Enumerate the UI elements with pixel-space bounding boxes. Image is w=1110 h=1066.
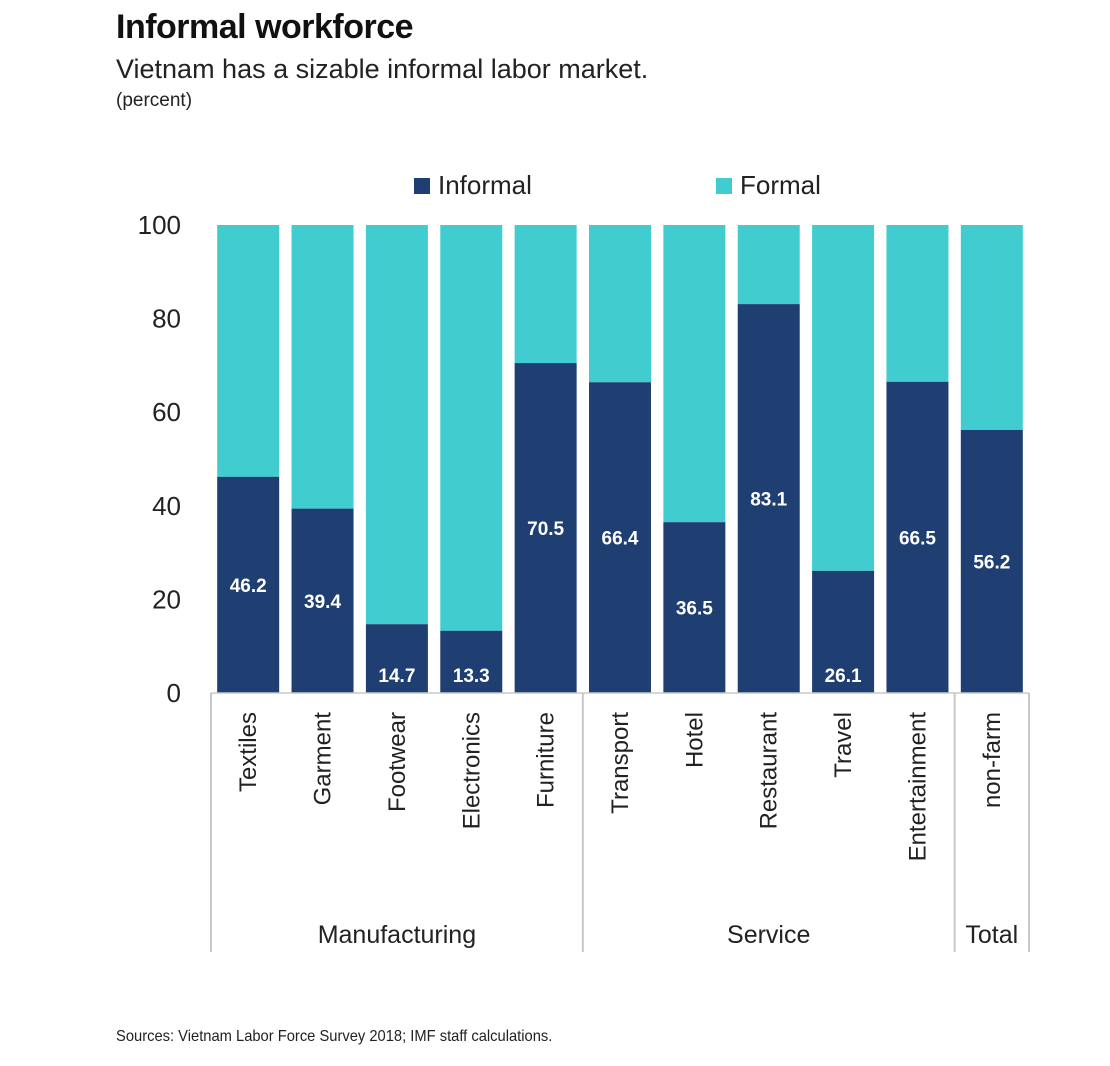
y-tick-label: 40 — [152, 491, 181, 521]
data-label: 26.1 — [825, 666, 862, 687]
bar-formal — [589, 225, 651, 383]
chart-subtitle: Vietnam has a sizable informal labor mar… — [116, 54, 649, 84]
data-label: 56.2 — [973, 552, 1010, 573]
legend-swatch — [716, 178, 732, 194]
data-label: 83.1 — [750, 490, 787, 511]
y-tick-label: 60 — [152, 397, 181, 427]
bar-formal — [291, 225, 354, 509]
x-tick-label: Restaurant — [756, 712, 783, 830]
x-tick-label: non-farm — [979, 712, 1006, 808]
legend-label: Informal — [438, 170, 532, 200]
y-tick-label: 100 — [138, 210, 181, 240]
data-label: 36.5 — [676, 599, 713, 620]
x-tick-label: Furniture — [533, 712, 560, 808]
group-label: Service — [727, 921, 810, 949]
legend-label: Formal — [740, 170, 821, 200]
bar-informal — [514, 363, 577, 693]
source-note: Sources: Vietnam Labor Force Survey 2018… — [116, 1028, 553, 1045]
bar-informal — [291, 508, 354, 693]
x-tick-label: Garment — [310, 712, 337, 806]
bar-informal — [440, 630, 503, 693]
bar-formal — [514, 225, 577, 364]
bar-formal — [663, 225, 726, 523]
bar-informal — [217, 476, 280, 693]
x-tick-label: Electronics — [458, 712, 485, 829]
data-label: 66.5 — [899, 528, 936, 549]
bar-formal — [737, 225, 800, 305]
bar-informal — [960, 429, 1023, 693]
group-label: Manufacturing — [318, 921, 476, 949]
x-tick-label: Textiles — [235, 712, 262, 792]
x-tick-label: Hotel — [681, 712, 708, 768]
group-label: Total — [965, 921, 1018, 949]
bar-informal — [737, 304, 800, 693]
bar-informal — [663, 522, 726, 693]
bar-formal — [812, 225, 875, 571]
y-tick-label: 20 — [152, 584, 181, 614]
bar-informal — [886, 381, 949, 693]
bar-formal — [960, 225, 1023, 430]
data-label: 66.4 — [602, 529, 639, 550]
bar-formal — [217, 225, 280, 477]
bar-informal — [812, 570, 875, 693]
x-tick-label: Footwear — [384, 712, 411, 812]
data-label: 14.7 — [378, 666, 415, 687]
x-tick-label: Entertainment — [904, 712, 931, 862]
chart-title: Informal workforce — [116, 8, 414, 46]
y-tick-label: 80 — [152, 304, 181, 334]
stacked-bar-chart: 0 20 40 60 80 100 46.2 Textiles 39.4 Garment 14.7 F… — [138, 170, 1030, 952]
chart-unit: (percent) — [116, 90, 193, 111]
bar-formal — [440, 225, 503, 631]
bar-formal — [365, 225, 428, 625]
y-tick-label: 0 — [167, 678, 181, 708]
bar-informal — [589, 382, 651, 693]
x-tick-label: Transport — [607, 712, 634, 814]
bar-formal — [886, 225, 949, 382]
legend-swatch — [414, 178, 430, 194]
x-tick-label: Travel — [830, 712, 857, 778]
data-label: 46.2 — [230, 576, 267, 597]
data-label: 70.5 — [527, 519, 564, 540]
bar-informal — [365, 624, 428, 693]
data-label: 13.3 — [453, 666, 490, 687]
data-label: 39.4 — [304, 592, 341, 613]
